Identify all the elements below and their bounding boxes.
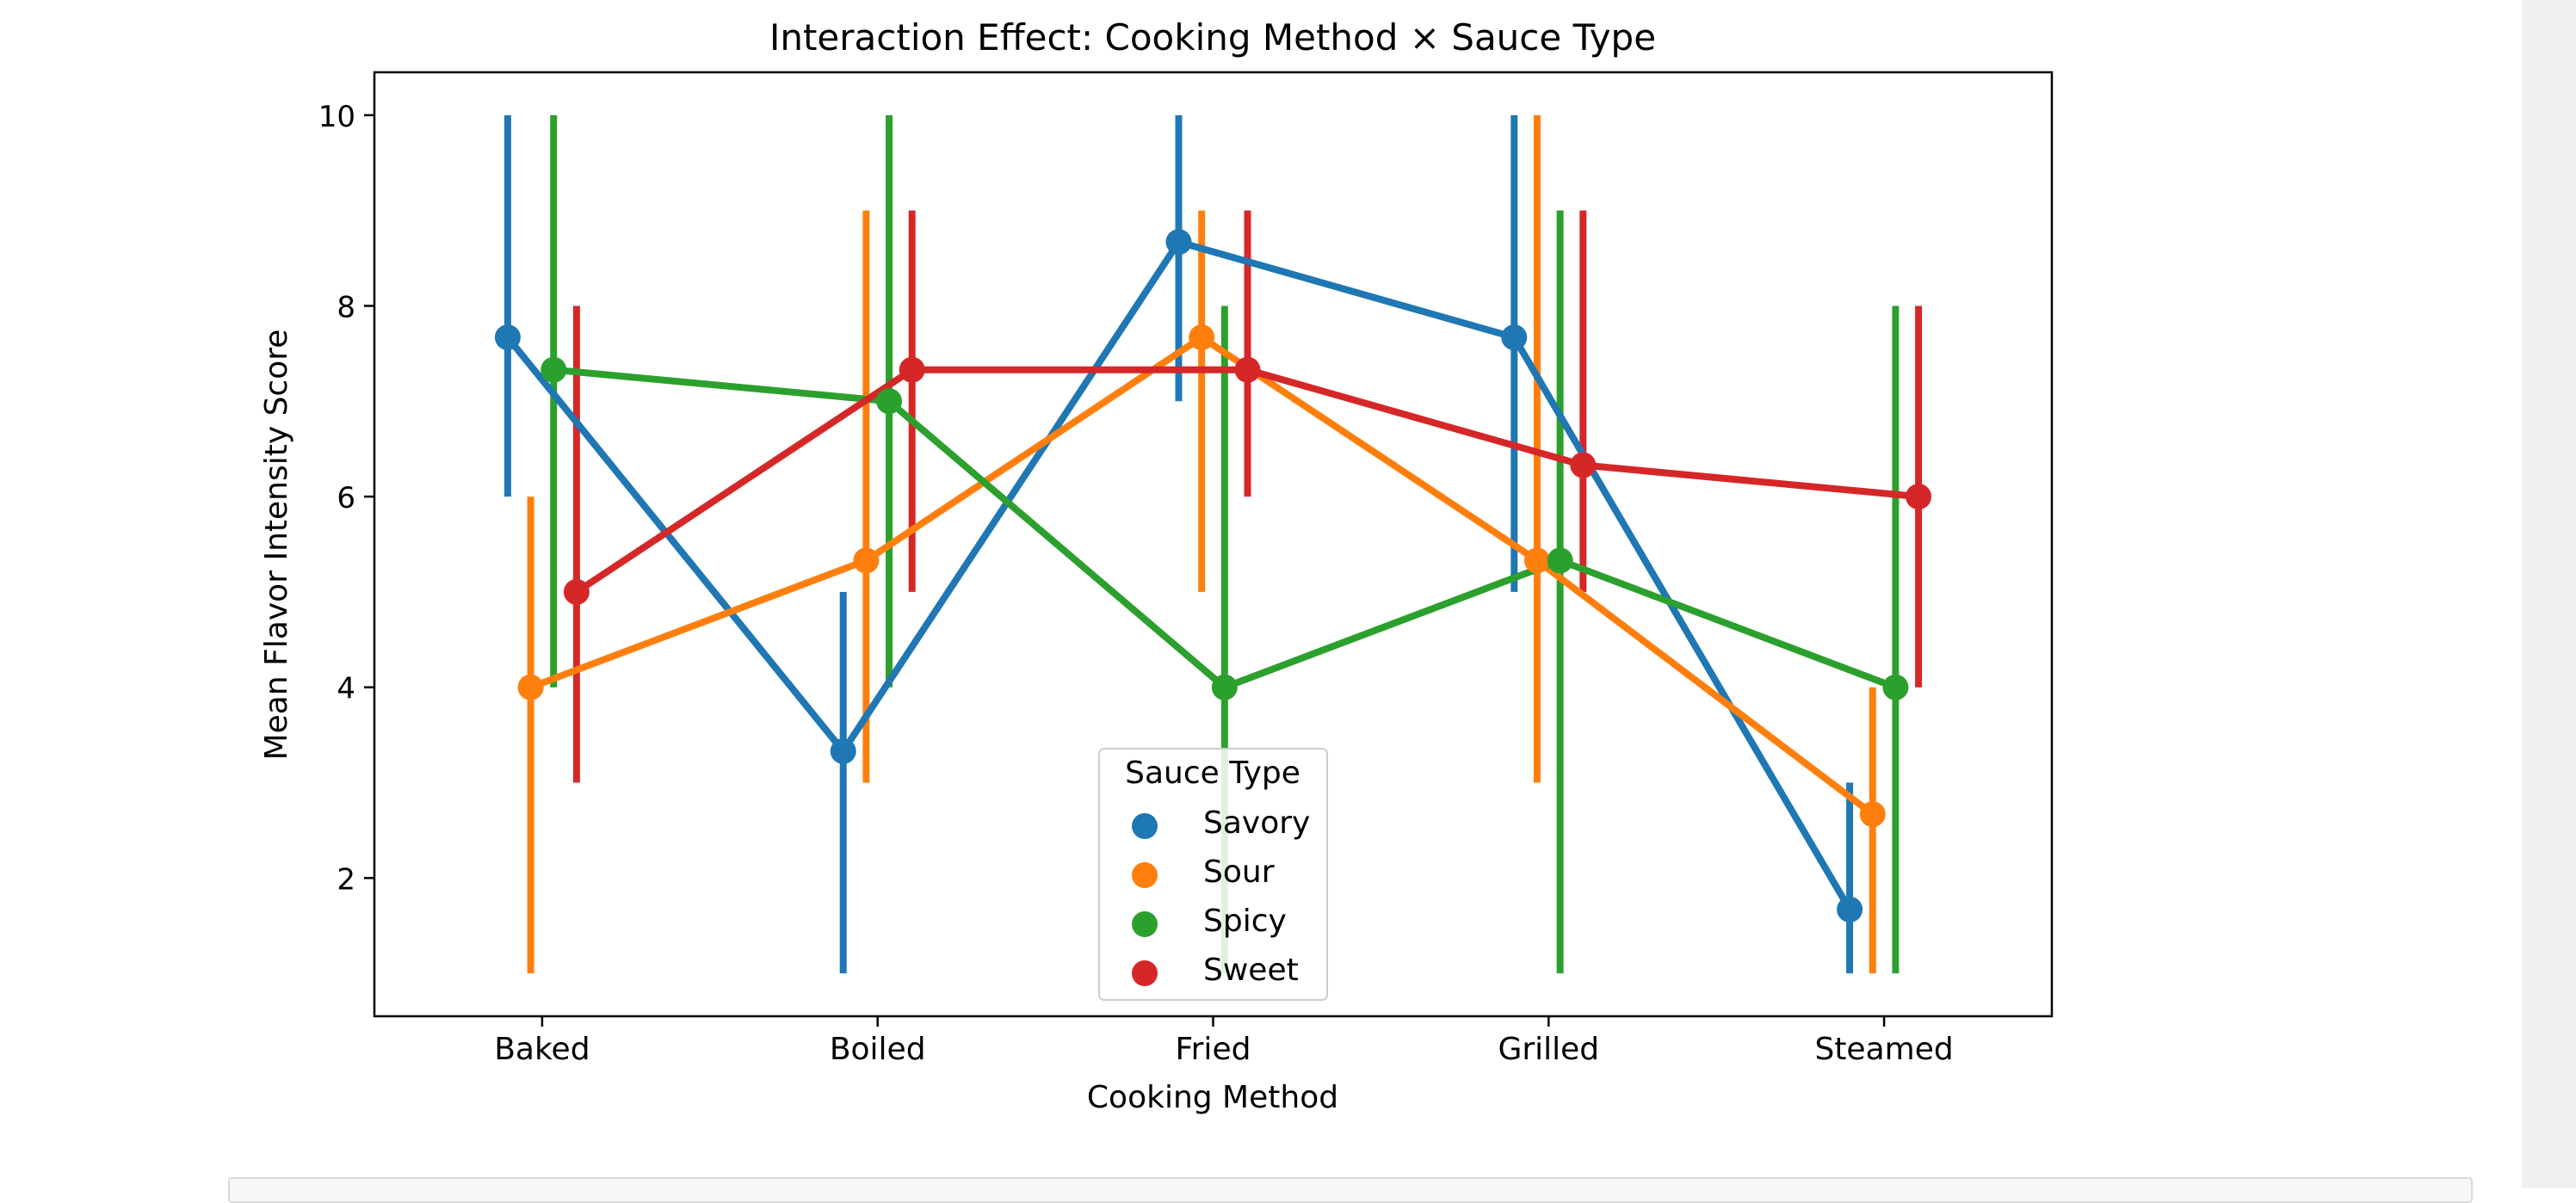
point-spicy-baked <box>541 356 567 383</box>
legend-marker-spicy <box>1132 911 1158 937</box>
x-tick-label-grilled: Grilled <box>1498 1032 1599 1067</box>
legend-label-sour: Sour <box>1203 854 1275 890</box>
x-axis-label: Cooking Method <box>1087 1080 1338 1115</box>
point-sweet-grilled <box>1570 452 1597 478</box>
point-sour-grilled <box>1523 547 1550 574</box>
legend-label-sweet: Sweet <box>1203 953 1299 988</box>
x-tick-label-boiled: Boiled <box>830 1032 926 1067</box>
legend-label-spicy: Spicy <box>1203 904 1287 939</box>
chart-title: Interaction Effect: Cooking Method × Sau… <box>769 16 1656 59</box>
legend-label-savory: Savory <box>1203 805 1310 841</box>
point-sour-baked <box>517 674 544 700</box>
point-spicy-fried <box>1211 674 1238 700</box>
point-sweet-baked <box>563 578 590 605</box>
point-savory-fried <box>1165 229 1192 256</box>
point-savory-grilled <box>1501 324 1528 351</box>
point-sour-steamed <box>1859 801 1886 828</box>
y-tick-label: 8 <box>337 290 355 324</box>
legend: Sauce Type Savory Sour Spicy Sweet <box>1098 748 1328 1001</box>
point-sweet-steamed <box>1906 484 1932 510</box>
point-spicy-boiled <box>876 388 903 415</box>
series-points <box>494 229 1932 922</box>
y-tick-label: 2 <box>337 862 355 897</box>
x-tick-label-fried: Fried <box>1176 1032 1251 1067</box>
y-axis: 2 4 6 8 10 <box>318 100 374 897</box>
legend-title: Sauce Type <box>1125 756 1300 791</box>
legend-marker-sour <box>1132 862 1158 888</box>
point-spicy-grilled <box>1547 547 1573 574</box>
y-tick-label: 10 <box>318 100 355 134</box>
interaction-chart: Interaction Effect: Cooking Method × Sau… <box>259 16 2054 1115</box>
legend-marker-sweet <box>1132 960 1158 986</box>
y-tick-label: 6 <box>337 481 355 515</box>
point-sour-fried <box>1189 324 1215 351</box>
legend-frame <box>1098 748 1328 1001</box>
point-spicy-steamed <box>1882 674 1909 700</box>
point-savory-steamed <box>1837 896 1863 922</box>
legend-items: Savory Sour Spicy Sweet <box>1132 805 1310 988</box>
next-notebook-cell[interactable] <box>228 1177 2473 1203</box>
y-axis-label: Mean Flavor Intensity Score <box>259 330 294 761</box>
point-sweet-fried <box>1234 356 1261 383</box>
point-savory-baked <box>494 324 521 351</box>
x-tick-label-steamed: Steamed <box>1814 1032 1953 1067</box>
x-tick-label-baked: Baked <box>494 1032 590 1067</box>
point-sour-boiled <box>853 547 880 574</box>
point-savory-boiled <box>830 737 856 764</box>
point-sweet-boiled <box>899 356 925 383</box>
scrollbar[interactable] <box>2522 0 2576 1188</box>
x-axis: Baked Boiled Fried Grilled Steamed <box>494 1016 1954 1067</box>
legend-marker-savory <box>1132 813 1158 839</box>
y-tick-label: 4 <box>337 672 355 706</box>
